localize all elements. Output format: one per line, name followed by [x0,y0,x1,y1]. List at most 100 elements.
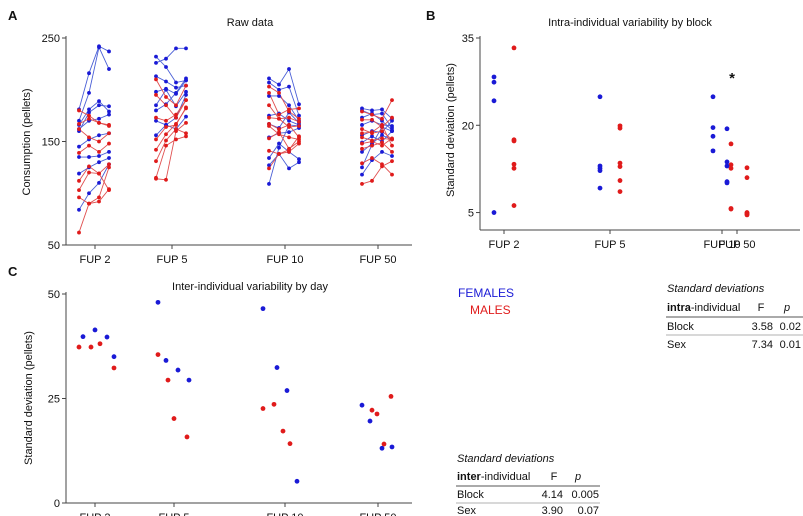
trajectory-line [78,164,110,211]
male-point [280,428,286,434]
data-point [164,118,168,123]
data-point [77,108,81,113]
x-tick-label: FUP 2 [80,254,111,266]
male-point [388,394,394,399]
panel-c-inter-variability: C Inter-individual variability by day St… [8,264,412,516]
trajectory-line [78,143,110,154]
data-point [174,112,178,117]
x-tick-label: FUP 5 [595,239,626,251]
data-point [77,155,81,159]
legend-males: MALES [470,303,511,317]
y-tick-label: 50 [48,240,60,252]
data-point [107,162,111,167]
x-tick-label: FUP 10 [703,239,740,251]
data-point [154,108,158,113]
data-point [184,134,188,139]
data-point [360,172,364,177]
data-point [287,84,291,89]
data-point [87,143,91,148]
data-point [287,135,291,140]
stats-inter-header-p: p [574,471,581,483]
stats-inter-row-p: 0.005 [571,489,599,501]
data-point [107,141,111,146]
data-point [287,103,291,108]
data-point [360,131,364,136]
male-point [260,406,266,411]
data-point [97,116,101,121]
data-point [107,124,111,128]
stats-inter-header-label: inter-individual [457,471,530,483]
data-point [267,90,271,95]
male-point [271,401,277,407]
male-point [728,162,734,168]
female-point [274,365,280,370]
female-point [724,163,730,169]
data-point [277,94,281,98]
trajectory-line [361,120,393,136]
data-point [184,89,188,94]
data-point [267,166,271,171]
data-point [380,129,384,134]
data-point [267,103,271,108]
female-point [111,354,117,360]
y-tick-label: 0 [54,498,60,510]
stats-inter-header-f: F [551,471,558,483]
male-point [744,212,750,218]
data-point [164,79,168,84]
male-point [76,344,82,350]
data-point [174,80,178,85]
male-point [511,161,517,167]
male-point [617,125,623,131]
female-point [367,418,373,424]
trajectory-line [361,107,393,120]
x-tick-label: FUP 50 [359,254,396,266]
data-point [287,67,291,71]
data-point [154,147,158,152]
trajectory-line [155,47,186,64]
data-point [287,166,291,171]
data-point [390,159,394,164]
male-point [369,407,375,413]
female-point [104,334,110,340]
data-point [390,115,394,120]
trajectory-line [361,126,393,168]
female-point [359,402,365,408]
data-point [360,182,364,186]
data-point [390,124,394,128]
data-point [184,46,188,51]
data-point [277,141,281,146]
data-point [380,123,384,127]
trajectory-line [361,151,393,175]
male-point [381,441,387,447]
data-point [380,133,384,138]
data-point [370,134,374,139]
female-point [155,299,161,305]
data-point [164,132,168,137]
trajectory-line [268,82,300,116]
data-point [107,131,111,136]
stats-intra-row-f: 3.58 [752,321,773,333]
data-point [107,187,111,192]
trajectory-line [268,131,300,150]
data-point [164,177,168,182]
data-point [154,159,158,164]
data-point [107,112,111,117]
data-point [370,112,374,117]
legend-females: FEMALES [458,286,514,300]
data-point [370,178,374,183]
trajectory-line [78,110,110,126]
female-point [80,334,86,340]
legend: FEMALES MALES [458,286,514,317]
trajectory-line [268,92,300,116]
trajectory-line [155,79,187,106]
x-tick-label: FUP 10 [266,512,303,516]
data-point [277,112,281,117]
data-point [360,117,364,122]
male-point [744,165,750,171]
data-point [154,133,158,138]
data-point [97,99,101,104]
data-point [87,71,91,76]
male-point [728,141,734,147]
trajectory-line [268,105,300,123]
